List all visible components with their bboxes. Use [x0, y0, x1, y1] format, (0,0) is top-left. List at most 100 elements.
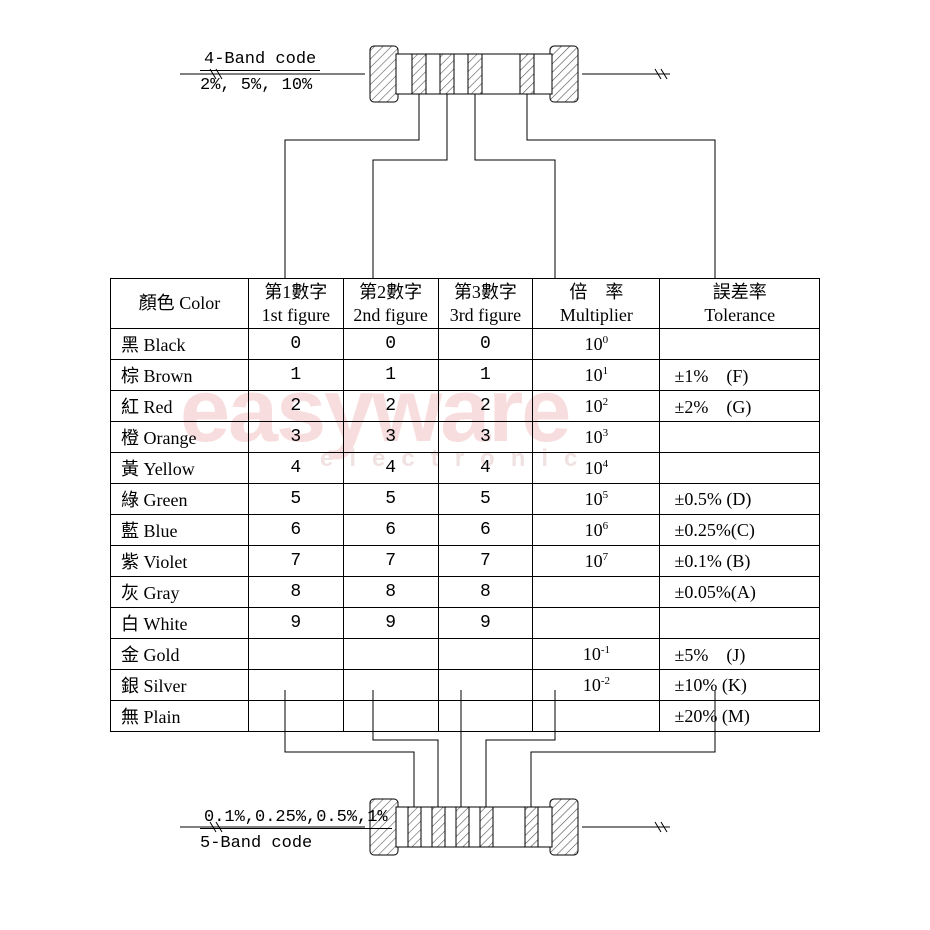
hdr-tol-cn: 誤差率 — [713, 282, 767, 302]
table-row: 白 White999 — [111, 608, 820, 639]
cell-f3 — [438, 701, 533, 732]
cell-tolerance: ±2% (G) — [660, 391, 820, 422]
table-row: 黃 Yellow444104 — [111, 453, 820, 484]
hdr-fig1-en: 1st figure — [262, 305, 330, 325]
cell-f2: 3 — [343, 422, 438, 453]
cell-f1: 3 — [248, 422, 343, 453]
table-row: 黑 Black000100 — [111, 329, 820, 360]
bottom-title: 5-Band code — [200, 834, 312, 853]
cell-f2: 5 — [343, 484, 438, 515]
cell-f2: 0 — [343, 329, 438, 360]
hdr-fig2: 第2數字 2nd figure — [343, 279, 438, 329]
cell-f3: 1 — [438, 360, 533, 391]
table-row: 灰 Gray888±0.05%(A) — [111, 577, 820, 608]
cell-f1: 8 — [248, 577, 343, 608]
color-code-table: 顏色 Color 第1數字 1st figure 第2數字 2nd figure… — [110, 278, 820, 732]
cell-f2: 1 — [343, 360, 438, 391]
cell-tolerance: ±0.25%(C) — [660, 515, 820, 546]
hdr-color-cn: 顏色 — [139, 293, 175, 313]
cell-color: 白 White — [111, 608, 249, 639]
cell-f3 — [438, 670, 533, 701]
cell-f3: 5 — [438, 484, 533, 515]
cell-color: 黃 Yellow — [111, 453, 249, 484]
cell-tolerance: ±10% (K) — [660, 670, 820, 701]
hdr-color: 顏色 Color — [111, 279, 249, 329]
cell-color: 綠 Green — [111, 484, 249, 515]
cell-f2: 9 — [343, 608, 438, 639]
cell-multiplier: 101 — [533, 360, 660, 391]
cell-tolerance: ±5% (J) — [660, 639, 820, 670]
hdr-tol-en: Tolerance — [704, 305, 775, 325]
cell-multiplier: 102 — [533, 391, 660, 422]
cell-f3 — [438, 639, 533, 670]
cell-tolerance — [660, 608, 820, 639]
cell-f1: 5 — [248, 484, 343, 515]
table-header-row: 顏色 Color 第1數字 1st figure 第2數字 2nd figure… — [111, 279, 820, 329]
hdr-mult-en: Multiplier — [560, 305, 633, 325]
cell-f3: 8 — [438, 577, 533, 608]
cell-multiplier: 104 — [533, 453, 660, 484]
cell-color: 紅 Red — [111, 391, 249, 422]
table-row: 紫 Violet777107±0.1% (B) — [111, 546, 820, 577]
cell-f1: 7 — [248, 546, 343, 577]
cell-tolerance: ±0.05%(A) — [660, 577, 820, 608]
cell-multiplier: 107 — [533, 546, 660, 577]
cell-f2: 8 — [343, 577, 438, 608]
top-subtitle: 2%, 5%, 10% — [200, 76, 312, 95]
cell-f2 — [343, 639, 438, 670]
table-row: 無 Plain ±20% (M) — [111, 701, 820, 732]
cell-multiplier — [533, 608, 660, 639]
cell-f3: 7 — [438, 546, 533, 577]
cell-f3: 3 — [438, 422, 533, 453]
cell-tolerance — [660, 422, 820, 453]
table-row: 橙 Orange333103 — [111, 422, 820, 453]
cell-tolerance: ±20% (M) — [660, 701, 820, 732]
cell-multiplier: 10-2 — [533, 670, 660, 701]
cell-multiplier: 103 — [533, 422, 660, 453]
cell-f1: 9 — [248, 608, 343, 639]
hdr-mult: 倍 率 Multiplier — [533, 279, 660, 329]
cell-f2 — [343, 670, 438, 701]
cell-f3: 6 — [438, 515, 533, 546]
cell-multiplier: 106 — [533, 515, 660, 546]
cell-color: 紫 Violet — [111, 546, 249, 577]
cell-color: 棕 Brown — [111, 360, 249, 391]
cell-tolerance: ±1% (F) — [660, 360, 820, 391]
cell-f2 — [343, 701, 438, 732]
cell-multiplier: 10-1 — [533, 639, 660, 670]
cell-color: 銀 Silver — [111, 670, 249, 701]
hdr-fig2-en: 2nd figure — [353, 305, 427, 325]
top-title-wrap: 4-Band code — [200, 50, 320, 71]
color-code-table-wrap: 顏色 Color 第1數字 1st figure 第2數字 2nd figure… — [110, 278, 820, 732]
cell-color: 灰 Gray — [111, 577, 249, 608]
hdr-fig1: 第1數字 1st figure — [248, 279, 343, 329]
cell-color: 無 Plain — [111, 701, 249, 732]
cell-tolerance — [660, 329, 820, 360]
cell-color: 藍 Blue — [111, 515, 249, 546]
cell-f1: 4 — [248, 453, 343, 484]
table-row: 綠 Green555105±0.5% (D) — [111, 484, 820, 515]
table-row: 銀 Silver 10-2±10% (K) — [111, 670, 820, 701]
cell-color: 金 Gold — [111, 639, 249, 670]
cell-f1 — [248, 639, 343, 670]
cell-f1: 0 — [248, 329, 343, 360]
cell-f2: 2 — [343, 391, 438, 422]
table-row: 棕 Brown111101±1% (F) — [111, 360, 820, 391]
cell-f1: 2 — [248, 391, 343, 422]
table-row: 紅 Red222102±2% (G) — [111, 391, 820, 422]
cell-multiplier — [533, 577, 660, 608]
hdr-color-en: Color — [179, 293, 220, 313]
cell-f3: 2 — [438, 391, 533, 422]
cell-f3: 4 — [438, 453, 533, 484]
cell-f1 — [248, 701, 343, 732]
cell-f1 — [248, 670, 343, 701]
hdr-fig1-cn: 第1數字 — [264, 282, 327, 302]
hdr-fig3-cn: 第3數字 — [454, 282, 517, 302]
cell-f2: 7 — [343, 546, 438, 577]
hdr-fig3: 第3數字 3rd figure — [438, 279, 533, 329]
cell-color: 橙 Orange — [111, 422, 249, 453]
cell-f1: 6 — [248, 515, 343, 546]
cell-tolerance — [660, 453, 820, 484]
cell-tolerance: ±0.1% (B) — [660, 546, 820, 577]
cell-f1: 1 — [248, 360, 343, 391]
